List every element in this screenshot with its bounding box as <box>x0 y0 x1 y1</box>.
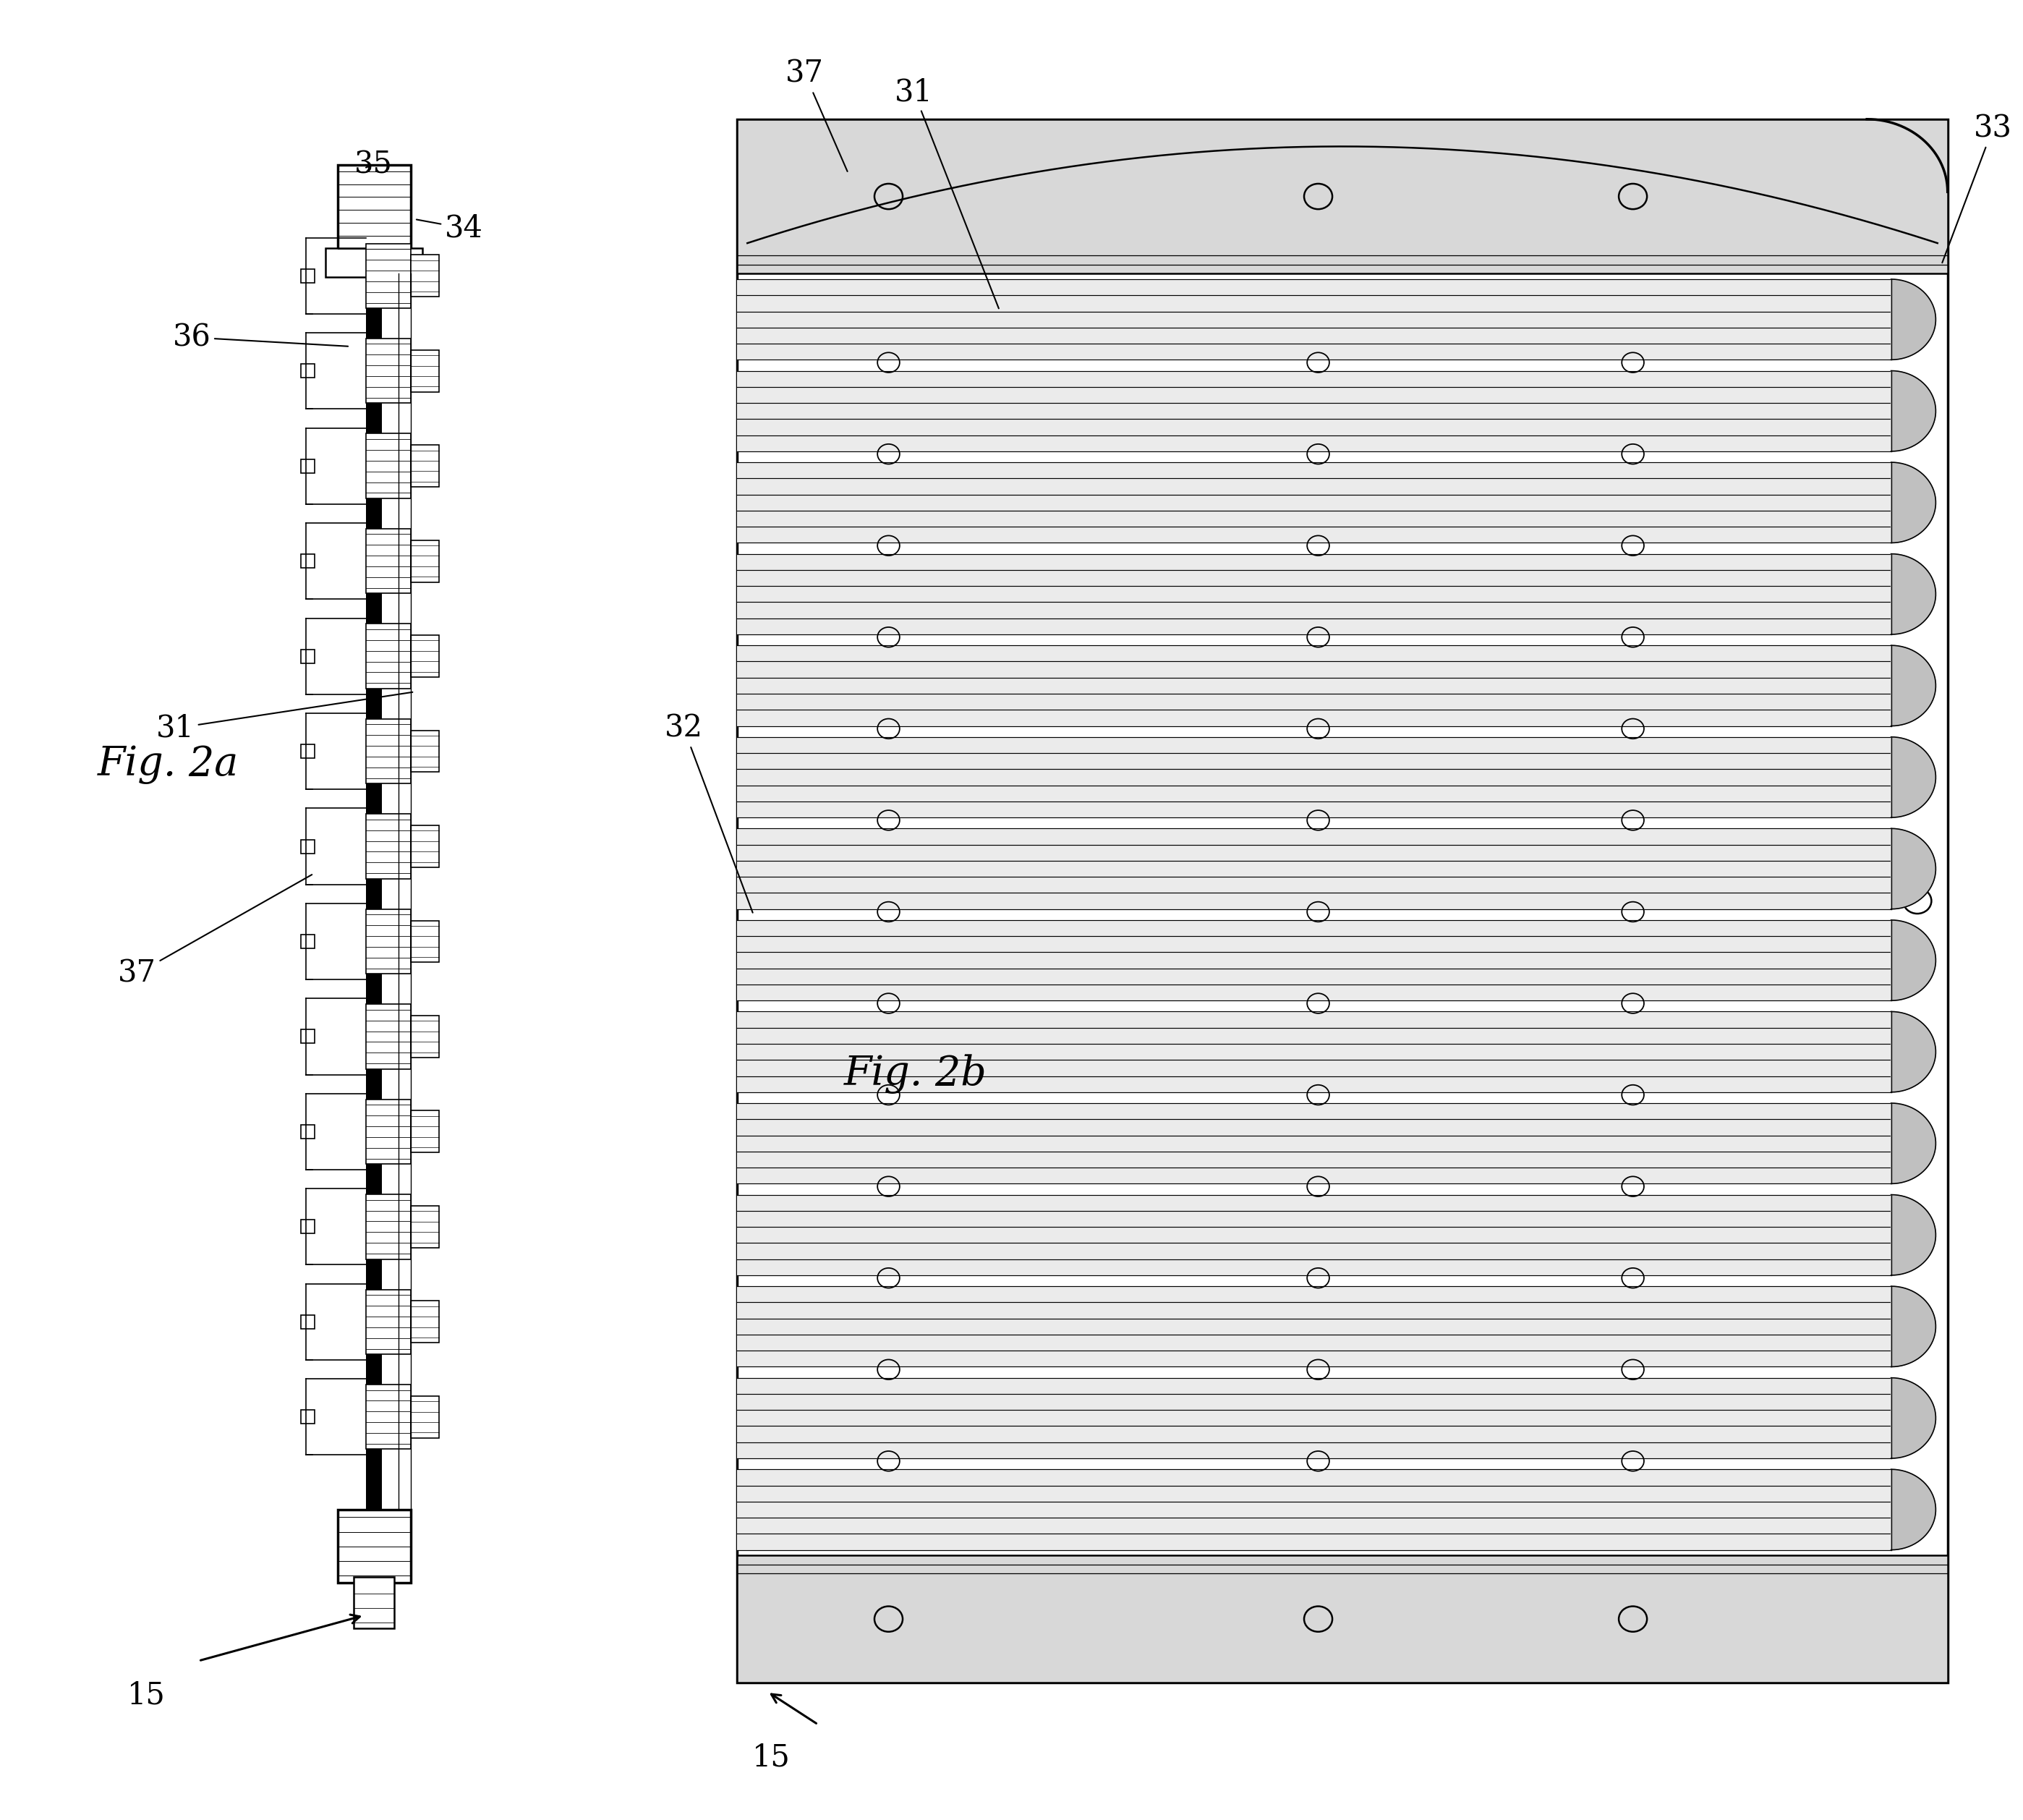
Bar <box>301 935 316 948</box>
Bar <box>736 1287 1892 1367</box>
Bar <box>411 255 439 297</box>
Text: Fig. 2b: Fig. 2b <box>844 1054 987 1094</box>
Polygon shape <box>1892 737 1936 817</box>
Bar <box>326 248 423 277</box>
Bar <box>736 1469 1892 1551</box>
Bar <box>366 1194 411 1259</box>
Bar <box>338 164 411 255</box>
Bar <box>366 1385 411 1449</box>
Bar <box>366 719 411 784</box>
Bar <box>301 650 316 662</box>
Bar <box>411 1110 439 1152</box>
Bar <box>411 635 439 677</box>
Bar <box>411 1207 439 1249</box>
Bar <box>411 921 439 963</box>
Polygon shape <box>1892 1103 1936 1183</box>
Bar <box>411 730 439 772</box>
Bar <box>411 1016 439 1057</box>
Bar <box>736 1103 1892 1183</box>
Bar <box>301 269 316 282</box>
Bar <box>411 541 439 582</box>
Bar <box>301 1125 316 1139</box>
Bar <box>411 1301 439 1343</box>
Text: 37: 37 <box>785 58 848 171</box>
Bar <box>301 1410 316 1423</box>
Text: 32: 32 <box>664 713 753 912</box>
Bar <box>366 624 411 688</box>
Polygon shape <box>1892 1012 1936 1092</box>
Bar <box>366 244 411 308</box>
Bar <box>301 1316 316 1329</box>
Bar <box>301 839 316 854</box>
Bar <box>366 1005 411 1068</box>
Bar <box>354 1578 394 1629</box>
Bar <box>301 744 316 759</box>
Bar <box>736 371 1892 451</box>
Text: 15: 15 <box>753 1742 791 1773</box>
Bar <box>366 339 411 404</box>
Text: 35: 35 <box>354 149 392 180</box>
Bar <box>736 553 1892 635</box>
Polygon shape <box>1892 371 1936 451</box>
Bar <box>301 555 316 568</box>
Polygon shape <box>1892 1469 1936 1551</box>
Bar <box>338 1511 411 1583</box>
Polygon shape <box>1892 553 1936 635</box>
Bar <box>736 1012 1892 1092</box>
Bar <box>736 1378 1892 1458</box>
Bar <box>301 459 316 473</box>
Bar <box>411 446 439 488</box>
Text: 31: 31 <box>894 76 999 308</box>
Text: 36: 36 <box>172 322 348 353</box>
Bar <box>301 364 316 379</box>
Bar <box>736 828 1892 908</box>
Bar <box>736 1556 1948 1684</box>
Text: 34: 34 <box>417 213 483 244</box>
Bar <box>366 200 382 1547</box>
Bar <box>366 814 411 879</box>
Bar <box>366 1099 411 1165</box>
Polygon shape <box>1892 1287 1936 1367</box>
Text: 31: 31 <box>156 692 413 743</box>
Bar <box>736 118 1948 1684</box>
Polygon shape <box>1892 828 1936 908</box>
Bar <box>736 1194 1892 1276</box>
Bar <box>736 646 1892 726</box>
Bar <box>411 826 439 868</box>
Polygon shape <box>1892 646 1936 726</box>
Polygon shape <box>1892 278 1936 360</box>
Text: 15: 15 <box>127 1680 166 1711</box>
Bar <box>736 278 1892 360</box>
Bar <box>736 118 1948 273</box>
Bar <box>736 462 1892 542</box>
Bar <box>366 433 411 499</box>
Bar <box>736 737 1892 817</box>
Bar <box>411 1396 439 1438</box>
Polygon shape <box>1892 1194 1936 1276</box>
Bar <box>366 1290 411 1354</box>
Polygon shape <box>1892 1378 1936 1458</box>
Bar <box>411 349 439 391</box>
Bar <box>736 921 1892 1001</box>
Bar <box>366 530 411 593</box>
Polygon shape <box>1892 921 1936 1001</box>
Text: 37: 37 <box>117 875 312 988</box>
Text: 33: 33 <box>1942 113 2013 262</box>
Bar <box>301 1030 316 1043</box>
Bar <box>301 1219 316 1234</box>
Polygon shape <box>1892 462 1936 542</box>
Bar <box>366 910 411 974</box>
Text: Fig. 2a: Fig. 2a <box>97 744 239 784</box>
